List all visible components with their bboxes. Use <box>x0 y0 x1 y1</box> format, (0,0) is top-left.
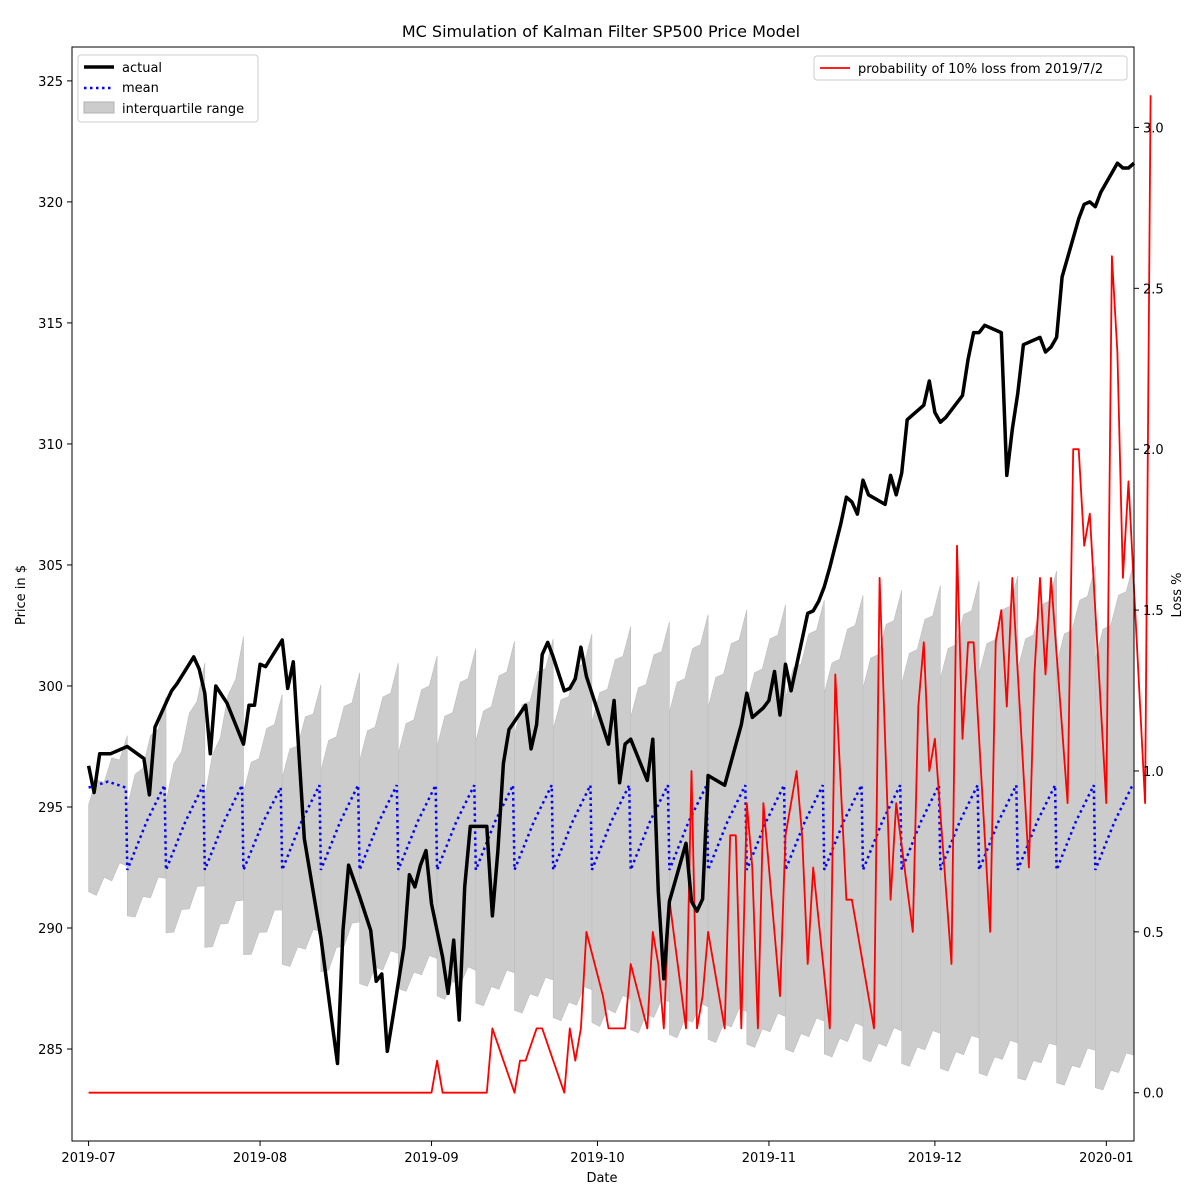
y2-tick-label-5: 2.5 <box>1143 282 1164 297</box>
legend-actual-label: actual <box>122 61 162 76</box>
actual-line <box>86 161 1136 1066</box>
legend-left-box <box>77 54 259 123</box>
y-tick-label-6: 315 <box>38 317 63 332</box>
y-tick-label-8: 325 <box>38 75 63 90</box>
x-axis: 2019-07 2019-08 2019-09 2019-10 2019-11 2019-… <box>61 1141 1134 1166</box>
loss-series <box>88 95 1152 1094</box>
legend-left: actual mean interquartile range <box>77 54 259 123</box>
plot-area <box>86 95 1152 1094</box>
x-tick-label-3: 2019-10 <box>570 1151 624 1166</box>
legend-mean-label: mean <box>122 81 159 96</box>
band-segment-24 <box>1017 570 1057 1081</box>
x-tick-label-2: 2019-09 <box>404 1151 458 1166</box>
y2-tick-label-6: 3.0 <box>1143 121 1164 136</box>
x-tick-label-4: 2019-11 <box>742 1151 796 1166</box>
x-tick-label-0: 2019-07 <box>61 1151 115 1166</box>
plot-frame <box>71 46 1135 1142</box>
y-axis-right: 0.0 0.5 1.0 1.5 2.0 2.5 3.0 <box>1134 121 1164 1102</box>
band-segment-25 <box>1056 566 1096 1086</box>
y-tick-label-7: 320 <box>38 196 63 211</box>
y-tick-label-3: 300 <box>38 680 63 695</box>
chart-title: MC Simulation of Kalman Filter SP500 Pri… <box>402 22 800 41</box>
loss-line <box>88 95 1152 1094</box>
y-tick-label-4: 305 <box>38 559 63 574</box>
x-tick-label-5: 2019-12 <box>908 1151 962 1166</box>
legend-loss-label: probability of 10% loss from 2019/7/2 <box>858 62 1103 77</box>
y2-tick-label-0: 0.0 <box>1143 1087 1164 1102</box>
y2-axis-label: Loss % <box>1170 573 1185 618</box>
y-axis-label: Price in $ <box>14 565 29 625</box>
y-tick-label-1: 290 <box>38 922 63 937</box>
y-tick-label-2: 295 <box>38 801 63 816</box>
x-axis-label: Date <box>586 1171 617 1186</box>
legend-right: probability of 10% loss from 2019/7/2 <box>813 55 1128 81</box>
y2-tick-label-1: 0.5 <box>1143 926 1164 941</box>
x-tick-label-6: 2020-01 <box>1079 1151 1133 1166</box>
y2-tick-label-3: 1.5 <box>1143 604 1164 619</box>
legend-band-swatch <box>83 101 115 114</box>
actual-series <box>86 161 1136 1066</box>
legend-band-label: interquartile range <box>122 102 244 117</box>
y2-tick-label-4: 2.0 <box>1143 443 1164 458</box>
y-tick-label-5: 310 <box>38 438 63 453</box>
y2-tick-label-2: 1.0 <box>1143 765 1164 780</box>
y-axis-left: 285 290 295 300 305 310 315 320 325 <box>38 75 72 1058</box>
x-tick-label-1: 2019-08 <box>233 1151 287 1166</box>
legend-right-box <box>813 55 1128 81</box>
y-tick-label-0: 285 <box>38 1043 63 1058</box>
band-segment-26 <box>1095 561 1135 1091</box>
